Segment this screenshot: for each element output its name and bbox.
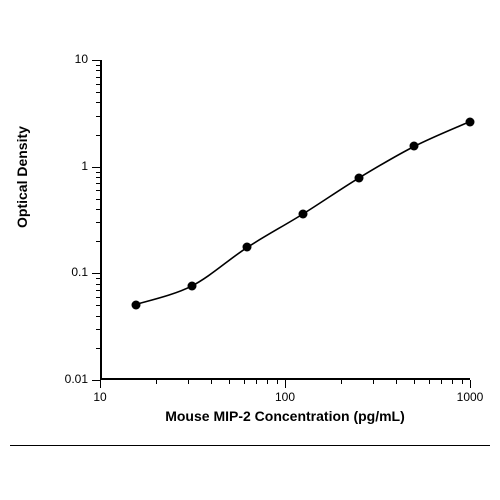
y-tick: [92, 60, 100, 61]
data-point: [354, 174, 363, 183]
data-point: [243, 243, 252, 252]
chart-container: Optical Density Mouse MIP-2 Concentratio…: [0, 0, 500, 500]
x-minor-tick: [341, 380, 342, 384]
x-tick-label: 100: [275, 390, 295, 404]
x-tick: [285, 380, 286, 388]
y-minor-tick: [96, 84, 100, 85]
data-point: [466, 117, 475, 126]
y-minor-tick: [96, 284, 100, 285]
data-point: [131, 300, 140, 309]
x-minor-tick: [277, 380, 278, 384]
y-minor-tick: [96, 77, 100, 78]
y-minor-tick: [96, 199, 100, 200]
y-tick-label: 0.01: [65, 372, 88, 386]
x-minor-tick: [414, 380, 415, 384]
y-minor-tick: [96, 297, 100, 298]
x-minor-tick: [256, 380, 257, 384]
data-point: [187, 282, 196, 291]
y-minor-tick: [96, 102, 100, 103]
x-minor-tick: [373, 380, 374, 384]
x-minor-tick: [429, 380, 430, 384]
x-minor-tick: [211, 380, 212, 384]
x-minor-tick: [156, 380, 157, 384]
x-minor-tick: [396, 380, 397, 384]
x-minor-tick: [452, 380, 453, 384]
x-tick-label: 10: [93, 390, 106, 404]
y-minor-tick: [96, 183, 100, 184]
y-tick: [92, 273, 100, 274]
y-minor-tick: [96, 222, 100, 223]
y-tick: [92, 167, 100, 168]
y-minor-tick: [96, 70, 100, 71]
x-minor-tick: [244, 380, 245, 384]
y-minor-tick: [96, 172, 100, 173]
x-tick: [470, 380, 471, 388]
y-minor-tick: [96, 329, 100, 330]
y-tick-label: 1: [81, 159, 88, 173]
y-tick-label: 0.1: [71, 265, 88, 279]
y-minor-tick: [96, 290, 100, 291]
x-minor-tick: [441, 380, 442, 384]
y-minor-tick: [96, 278, 100, 279]
x-minor-tick: [188, 380, 189, 384]
data-point: [298, 209, 307, 218]
x-minor-tick: [462, 380, 463, 384]
y-minor-tick: [96, 348, 100, 349]
x-tick: [100, 380, 101, 388]
y-minor-tick: [96, 241, 100, 242]
bottom-rule: [10, 445, 490, 446]
data-point: [410, 142, 419, 151]
y-minor-tick: [96, 177, 100, 178]
y-minor-tick: [96, 116, 100, 117]
y-minor-tick: [96, 316, 100, 317]
y-tick: [92, 380, 100, 381]
y-minor-tick: [96, 209, 100, 210]
y-minor-tick: [96, 305, 100, 306]
y-minor-tick: [96, 135, 100, 136]
x-minor-tick: [267, 380, 268, 384]
x-minor-tick: [229, 380, 230, 384]
x-tick-label: 1000: [457, 390, 484, 404]
y-tick-label: 10: [75, 52, 88, 66]
y-minor-tick: [96, 190, 100, 191]
y-minor-tick: [96, 65, 100, 66]
y-minor-tick: [96, 92, 100, 93]
